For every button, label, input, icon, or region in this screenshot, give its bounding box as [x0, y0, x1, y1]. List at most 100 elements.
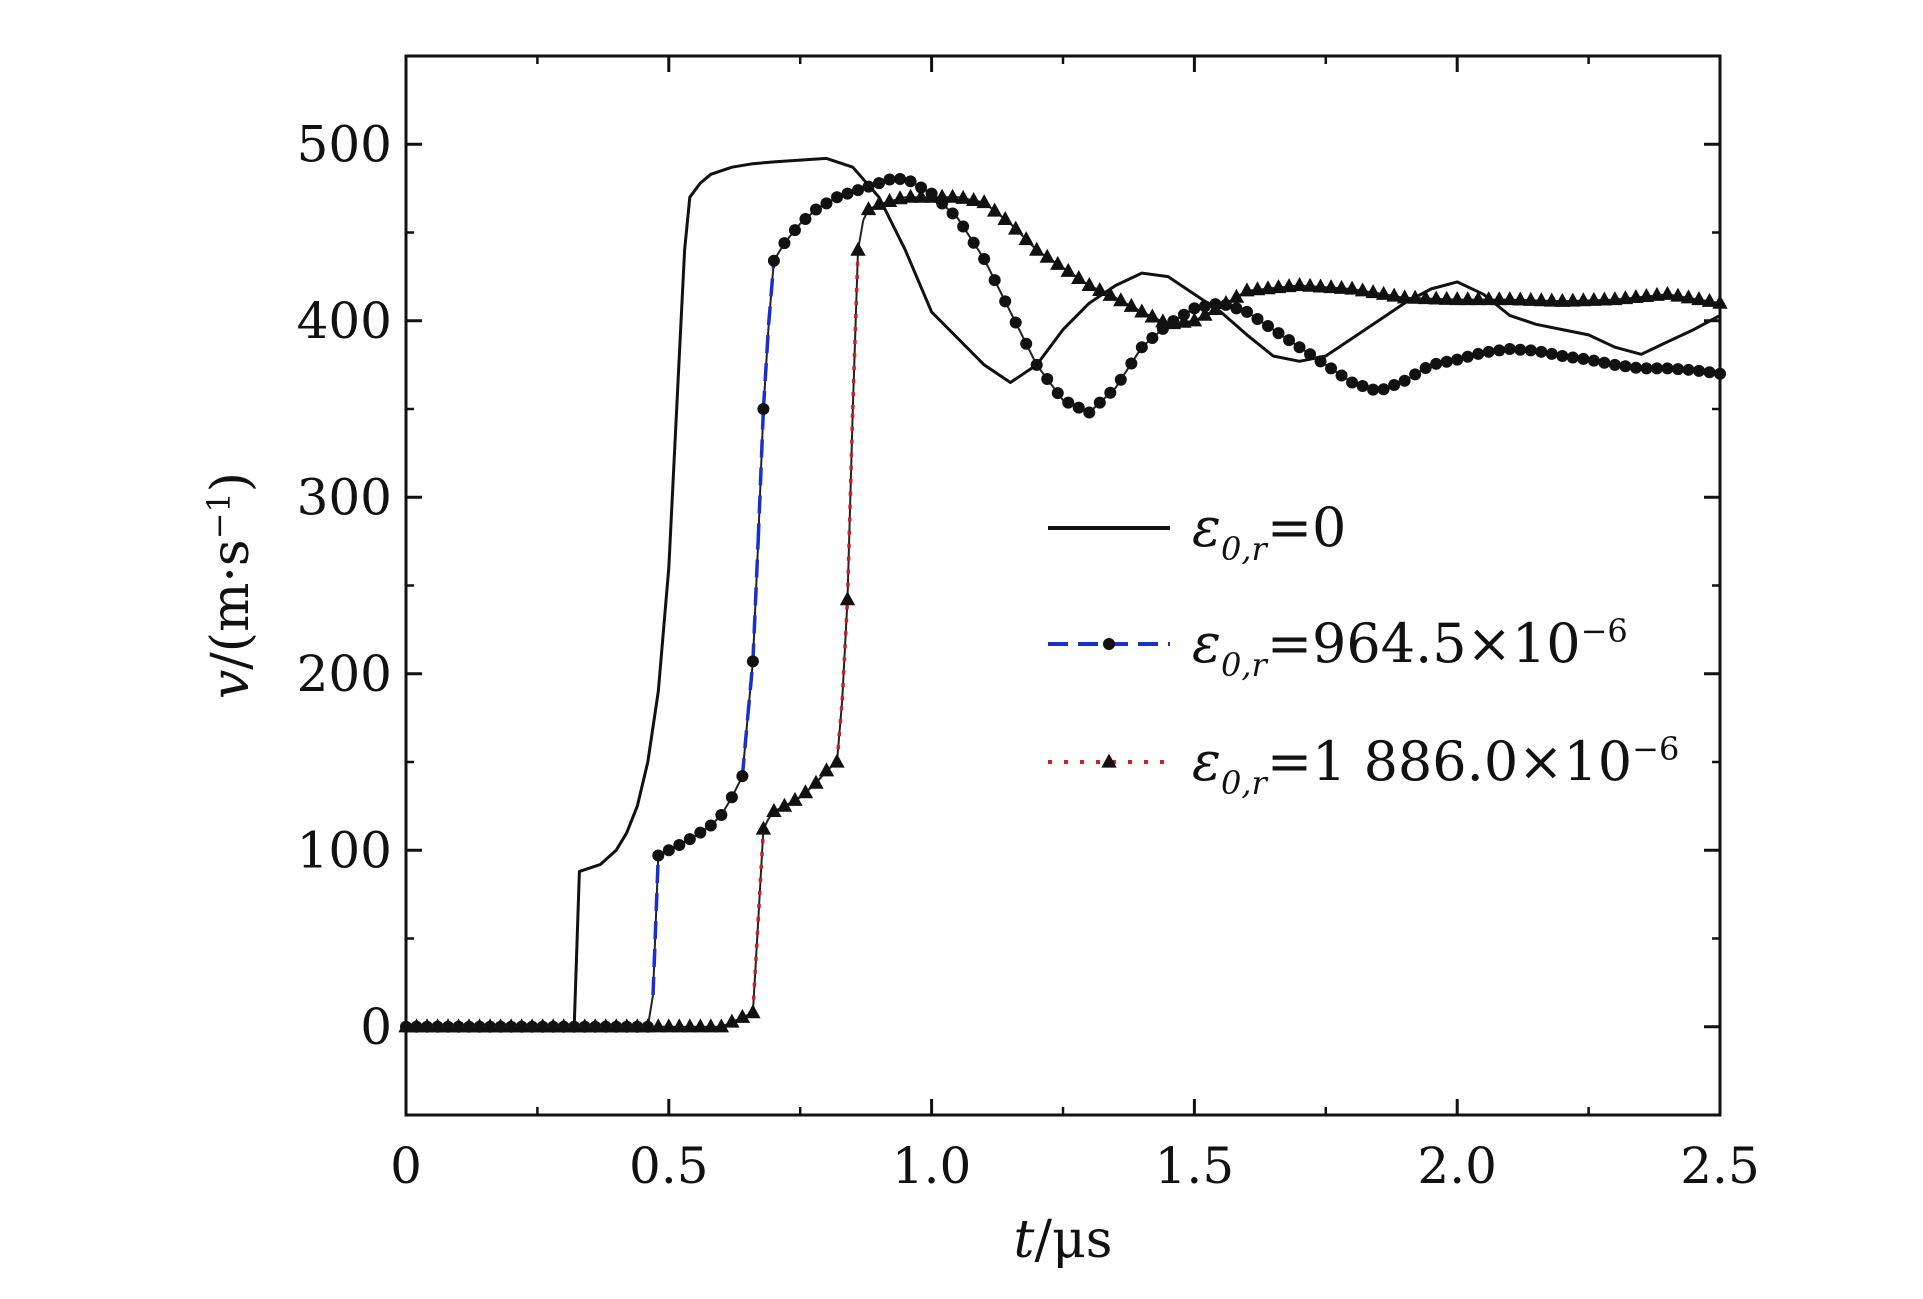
series-layer [398, 156, 1728, 1033]
legend-marker [1101, 753, 1117, 768]
data-point [808, 774, 824, 789]
data-point [524, 1018, 540, 1033]
data-point [955, 189, 971, 204]
data-point [587, 1018, 603, 1033]
data-point [1545, 347, 1558, 360]
data-point [1144, 308, 1161, 323]
data-point [1113, 292, 1129, 307]
y-axis-unit: /(m·s [201, 539, 261, 669]
data-point [1619, 360, 1632, 373]
data-point [1493, 344, 1506, 357]
data-point [1188, 302, 1201, 315]
data-point [1367, 383, 1380, 396]
data-point [692, 1018, 709, 1033]
data-point [1344, 280, 1360, 295]
data-point [1272, 327, 1285, 340]
legend-value: =0 [1267, 496, 1347, 559]
data-point [1661, 362, 1674, 375]
data-point [1302, 277, 1318, 292]
data-point [778, 237, 791, 250]
data-point [1186, 312, 1203, 327]
data-point [965, 191, 982, 206]
data-point [1261, 320, 1274, 333]
data-point [1249, 281, 1266, 296]
data-point [1020, 337, 1033, 350]
data-point [1470, 291, 1486, 306]
data-point [946, 207, 959, 220]
data-point [1514, 343, 1527, 356]
data-point [1617, 290, 1634, 305]
data-point [745, 1004, 761, 1019]
series-1 [406, 156, 1721, 1029]
data-point [1314, 355, 1327, 368]
data-point [715, 808, 728, 821]
legend-marker [1103, 638, 1115, 650]
data-point [1386, 287, 1402, 302]
data-point [1081, 277, 1097, 292]
legend-subscript: 0,r [1221, 646, 1269, 684]
data-point [1197, 306, 1213, 321]
data-point [850, 241, 866, 256]
data-point [1533, 292, 1549, 307]
data-point [1260, 280, 1276, 295]
legend-value: =1 886.0×10 [1267, 730, 1632, 793]
data-point [883, 173, 896, 186]
y-tick-label: 200 [297, 645, 392, 703]
data-point [818, 762, 835, 777]
legend-symbol: ε [1192, 612, 1221, 675]
legend-symbol: ε [1192, 730, 1221, 793]
legend-item-1: ε0,r=0 [1048, 496, 1346, 568]
data-point [860, 201, 877, 216]
data-point [1072, 401, 1085, 414]
data-point [694, 826, 707, 839]
data-point [471, 1018, 488, 1033]
data-point [1670, 287, 1686, 302]
data-point [1640, 362, 1653, 375]
data-point [1060, 262, 1076, 277]
x-axis-var: t [1014, 1210, 1035, 1270]
legend-item-2: ε0,r=964.5×10−6 [1048, 612, 1628, 684]
data-point [1323, 279, 1339, 294]
data-point [1430, 357, 1443, 370]
y-axis-var: v [201, 670, 261, 699]
data-point [988, 274, 1001, 287]
data-point [1566, 351, 1579, 364]
y-tick-labels: 0 100 200 300 400 500 [297, 115, 392, 1056]
plot-frame [404, 54, 1722, 1117]
data-point [1230, 302, 1243, 315]
data-point [1428, 290, 1444, 305]
y-tick-label: 400 [297, 292, 392, 350]
series-3 [398, 188, 1728, 1033]
data-point [1051, 387, 1064, 400]
data-point [1460, 291, 1476, 306]
data-point [1218, 295, 1234, 310]
data-point [1114, 373, 1127, 386]
data-point [1062, 396, 1075, 409]
data-point [1544, 292, 1560, 307]
data-point [788, 224, 801, 237]
data-point [1398, 374, 1411, 387]
series-rise-segment [740, 717, 750, 777]
data-point [820, 197, 833, 210]
data-point [1629, 361, 1642, 374]
data-point [1007, 220, 1024, 235]
y-tick-label: 0 [360, 998, 392, 1056]
data-point [1029, 241, 1045, 256]
legend-label: ε0,r=0 [1192, 496, 1346, 568]
series-rise-segment [651, 855, 661, 996]
data-point [429, 1018, 446, 1033]
data-point [1650, 362, 1663, 375]
data-point [1251, 312, 1264, 325]
data-point [1333, 279, 1350, 294]
data-point [829, 753, 845, 768]
series-rise-segment [745, 661, 755, 719]
data-point [1102, 286, 1119, 301]
data-point [999, 295, 1012, 308]
data-point [704, 819, 717, 832]
data-point [1093, 396, 1106, 409]
data-point [1565, 292, 1581, 307]
data-point [1671, 363, 1684, 376]
y-axis-unit-close: ) [201, 472, 261, 492]
ticks-layer [404, 54, 1722, 1117]
data-point [1176, 313, 1192, 328]
